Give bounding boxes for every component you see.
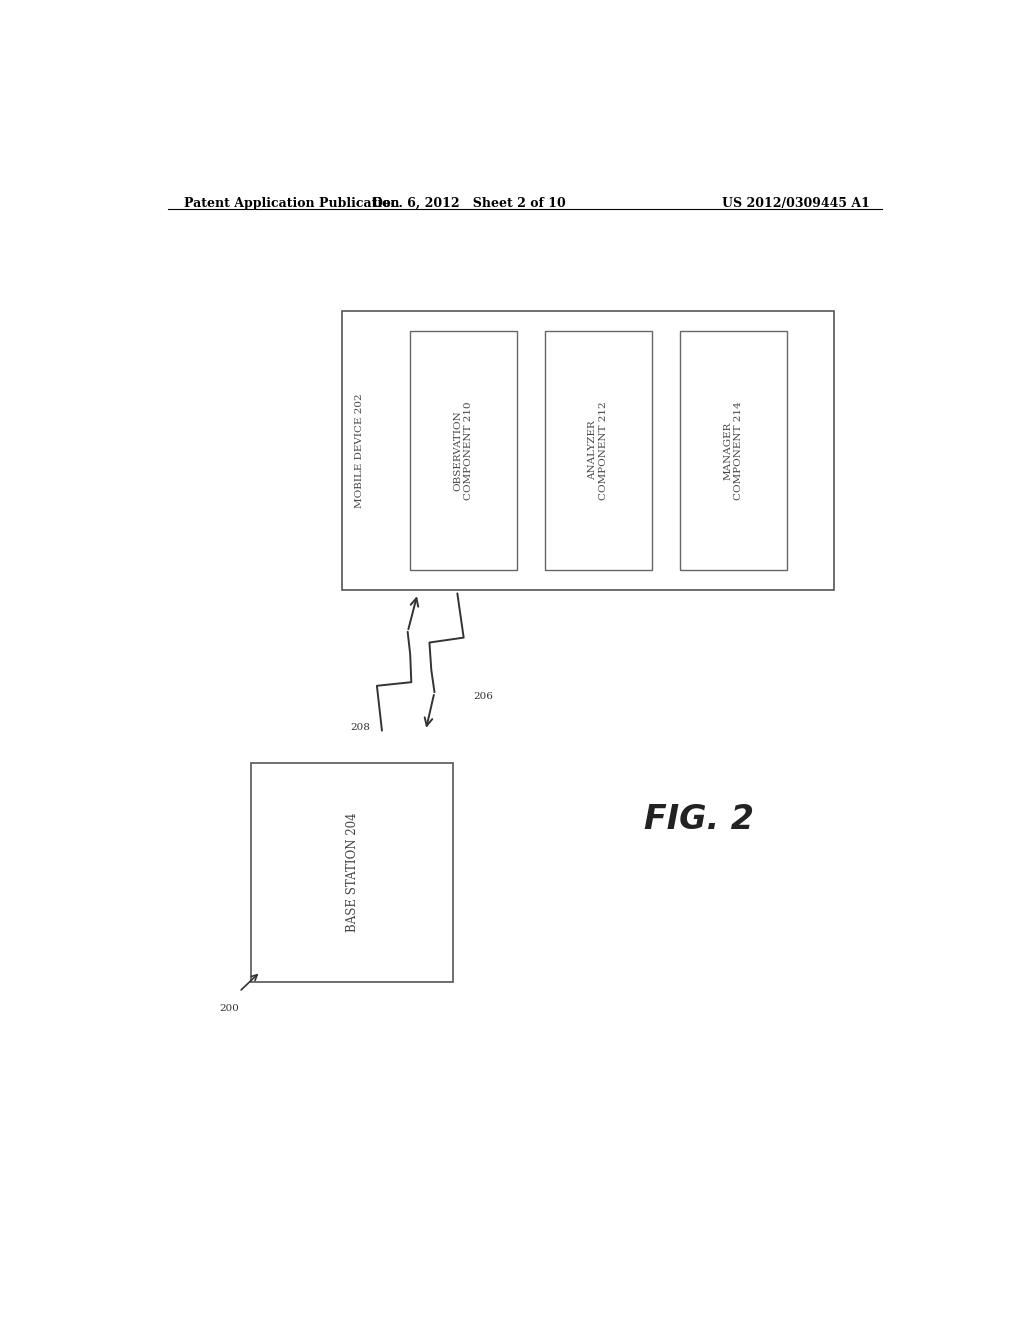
- Text: US 2012/0309445 A1: US 2012/0309445 A1: [722, 197, 870, 210]
- Text: ANALYZER
COMPONENT 212: ANALYZER COMPONENT 212: [589, 401, 608, 500]
- Text: 200: 200: [219, 1005, 240, 1012]
- Bar: [680, 331, 786, 570]
- Bar: [545, 331, 652, 570]
- Text: 208: 208: [350, 722, 370, 731]
- Text: Dec. 6, 2012   Sheet 2 of 10: Dec. 6, 2012 Sheet 2 of 10: [373, 197, 566, 210]
- Bar: [410, 331, 517, 570]
- Bar: [342, 312, 835, 590]
- Text: Patent Application Publication: Patent Application Publication: [183, 197, 399, 210]
- Bar: [251, 763, 454, 982]
- Text: MANAGER
COMPONENT 214: MANAGER COMPONENT 214: [723, 401, 742, 500]
- Text: OBSERVATION
COMPONENT 210: OBSERVATION COMPONENT 210: [454, 401, 473, 500]
- Text: FIG. 2: FIG. 2: [644, 803, 755, 836]
- Text: 206: 206: [473, 692, 494, 701]
- Text: MOBILE DEVICE 202: MOBILE DEVICE 202: [355, 393, 365, 508]
- Text: BASE STATION 204: BASE STATION 204: [346, 813, 358, 932]
